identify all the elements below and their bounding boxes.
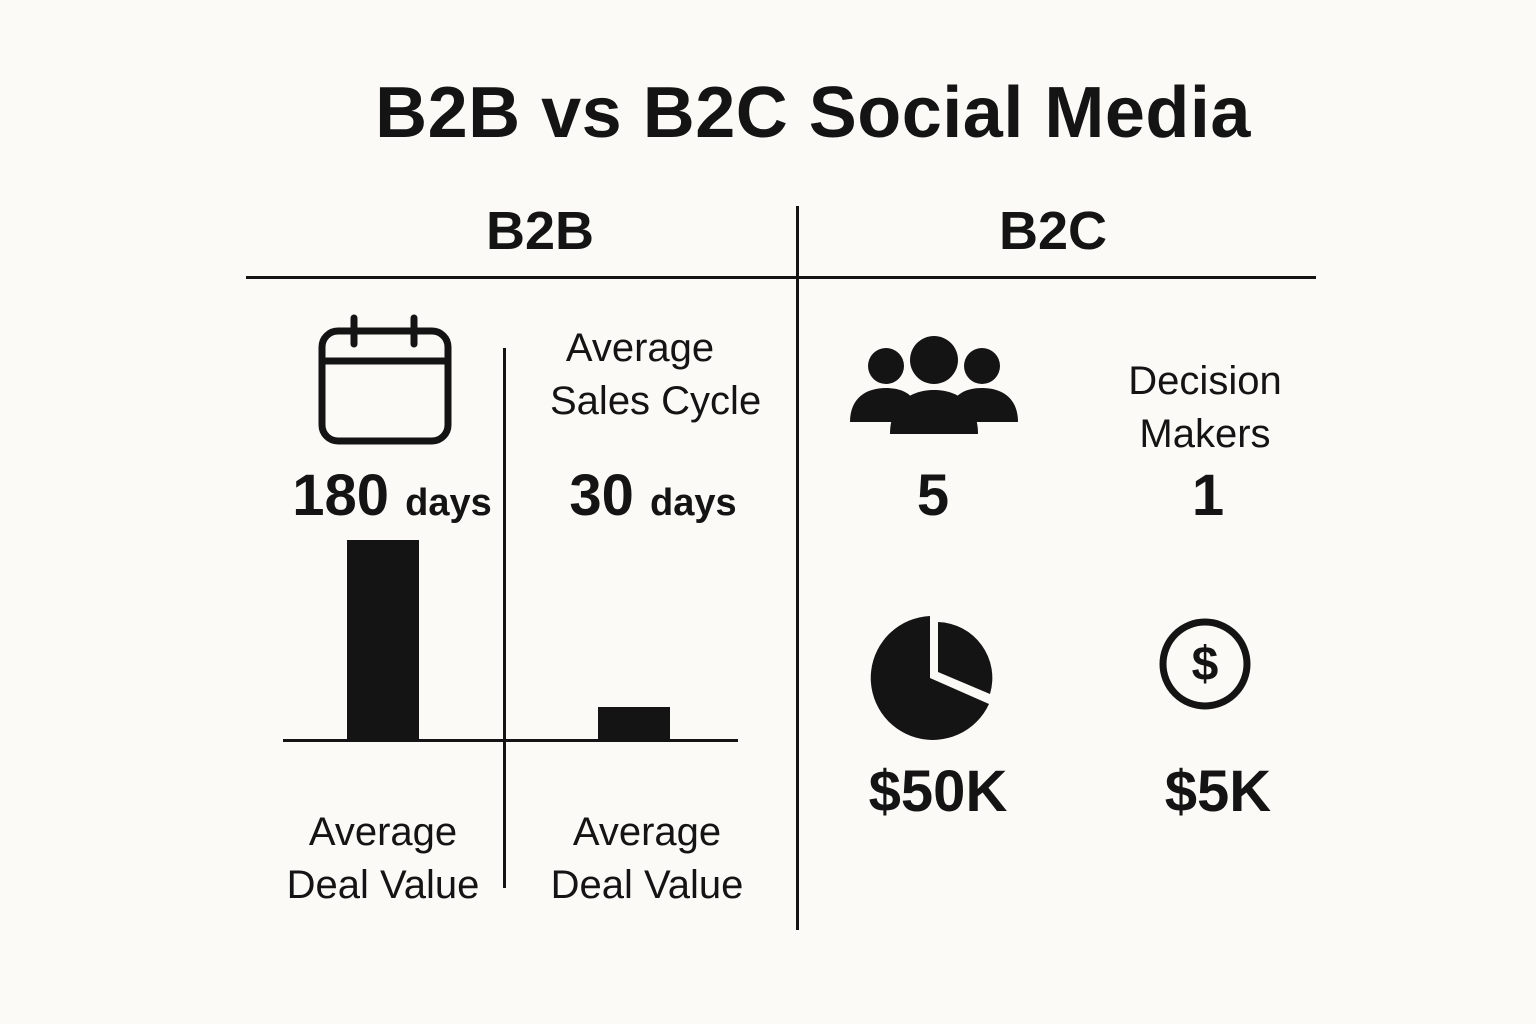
deal-value-left-line2: Deal Value — [286, 863, 480, 907]
deal-value-label-left: Average Deal Value — [268, 806, 498, 912]
stat-value: 180 — [292, 463, 390, 528]
decision-makers-b2b-value: 5 — [916, 463, 950, 528]
b2b-inner-divider — [503, 348, 506, 888]
page-title: B2B vs B2C Social Media — [375, 73, 1251, 153]
dollar-coin-icon: $ — [1159, 618, 1251, 710]
bar-baseline — [283, 739, 738, 742]
stat-unit: days — [405, 482, 492, 524]
bar-b2b — [347, 540, 419, 740]
b2b-stat-30-days: 30 days — [548, 462, 758, 529]
stat-value: 30 — [569, 463, 634, 528]
deal-value-b2b: $50K — [868, 759, 1008, 824]
deal-value-right-line2: Deal Value — [550, 863, 744, 907]
deal-value-right-line1: Average — [572, 810, 722, 854]
decision-makers-line2: Makers — [1139, 412, 1271, 456]
group-icon — [850, 336, 1018, 434]
header-divider — [246, 276, 1316, 279]
column-header-b2c: B2C — [998, 201, 1108, 261]
bar-b2c — [598, 707, 670, 740]
sales-cycle-label-line1: Average — [565, 326, 715, 370]
decision-makers-line1: Decision — [1128, 359, 1282, 403]
decision-makers-b2c-value: 1 — [1191, 463, 1225, 528]
svg-text:$: $ — [1192, 638, 1219, 691]
center-divider — [796, 206, 799, 930]
deal-value-left-line1: Average — [308, 810, 458, 854]
b2b-stat-180-days: 180 days — [282, 462, 502, 529]
deal-value-label-right: Average Deal Value — [532, 806, 762, 912]
column-header-b2b: B2B — [485, 201, 595, 261]
deal-value-b2c: $5K — [1164, 759, 1272, 824]
calendar-icon — [318, 314, 452, 445]
pie-chart-icon — [870, 616, 993, 740]
sales-cycle-label: Average Sales Cycle — [520, 322, 762, 428]
sales-cycle-label-line2: Sales Cycle — [550, 379, 762, 423]
stat-unit: days — [650, 482, 737, 524]
decision-makers-label: Decision Makers — [1100, 355, 1310, 461]
